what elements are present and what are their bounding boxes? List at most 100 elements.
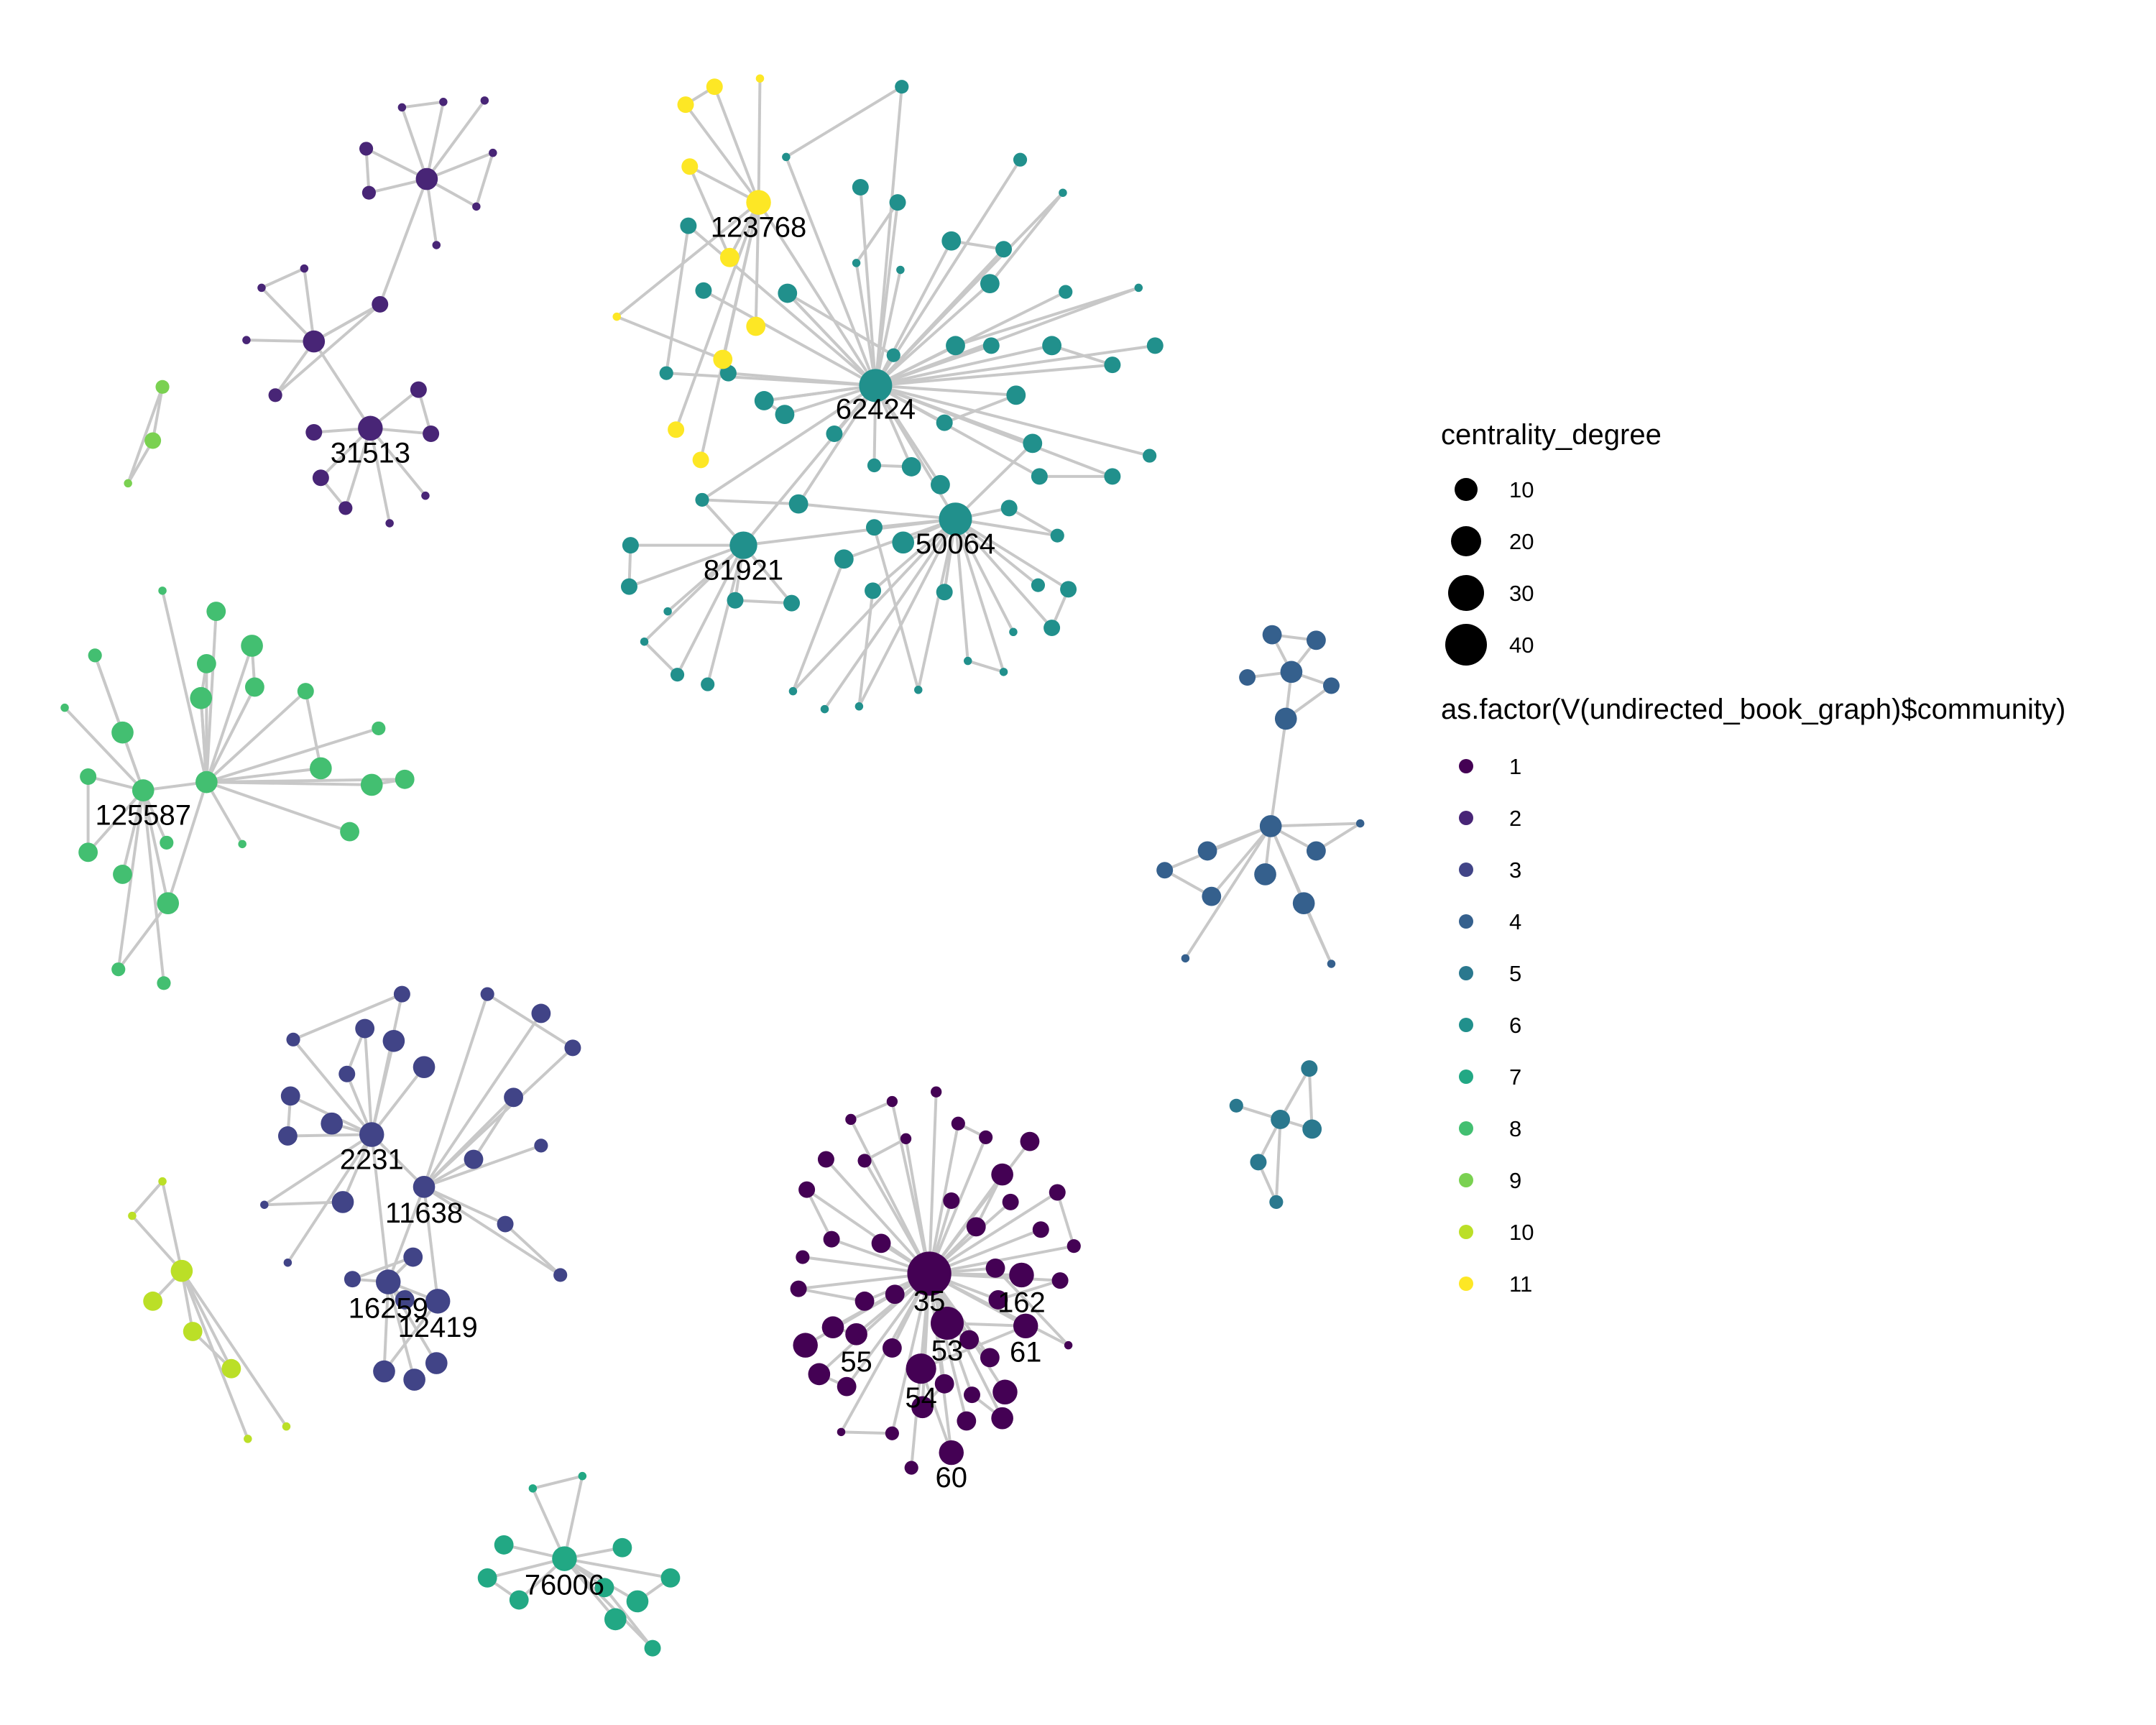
graph-edge — [928, 1273, 953, 1453]
graph-node — [375, 1269, 401, 1294]
graph-node — [612, 312, 621, 321]
graph-node — [305, 424, 323, 441]
graph-edge — [874, 191, 1064, 387]
graph-edge — [292, 1039, 373, 1136]
graph-edge — [955, 518, 1058, 538]
graph-node — [578, 1471, 587, 1481]
graph-node — [464, 1149, 484, 1169]
graph-node — [857, 1154, 872, 1168]
graph-edge — [757, 78, 762, 203]
graph-node — [865, 582, 882, 599]
graph-node — [1006, 385, 1026, 405]
graph-node — [914, 686, 923, 694]
graph-edge — [864, 1137, 907, 1162]
graph-node — [943, 1192, 960, 1209]
node-label: 16259 — [349, 1292, 428, 1324]
graph-node — [1050, 528, 1064, 543]
graph-node — [111, 721, 134, 744]
graph-node — [788, 494, 808, 514]
graph-edge — [121, 790, 145, 875]
graph-edge — [206, 766, 321, 784]
graph-node — [1306, 841, 1326, 861]
graph-edge — [151, 386, 165, 441]
color-legend-key — [1459, 966, 1473, 980]
graph-node — [373, 1360, 395, 1383]
graph-node — [190, 686, 213, 709]
graph-node — [746, 316, 766, 336]
graph-edge — [142, 790, 170, 904]
graph-node — [713, 349, 733, 369]
graph-node — [939, 1440, 964, 1466]
graph-node — [480, 96, 489, 105]
graph-edge — [785, 156, 877, 387]
graph-edge — [382, 1282, 390, 1372]
graph-node — [132, 779, 155, 801]
graph-node — [1023, 433, 1043, 454]
graph-edge — [988, 191, 1064, 285]
graph-node — [783, 594, 801, 612]
graph-edge — [423, 993, 489, 1187]
graph-edge — [472, 1096, 515, 1161]
graph-edge — [875, 344, 992, 387]
graph-edge — [706, 545, 745, 685]
graph-edge — [872, 518, 957, 592]
graph-node — [900, 1133, 912, 1144]
graph-edge — [260, 286, 315, 343]
graph-node — [425, 1289, 451, 1314]
graph-edge — [166, 781, 208, 904]
graph-node — [859, 369, 893, 402]
graph-edge — [1279, 1067, 1311, 1121]
graph-edge — [845, 1272, 931, 1388]
graph-edge — [531, 1488, 566, 1560]
graph-edge — [1056, 1192, 1076, 1247]
size-legend-key — [1445, 624, 1487, 666]
graph-node — [397, 103, 407, 112]
graph-edge — [351, 1256, 414, 1281]
graph-edge — [763, 384, 876, 402]
graph-node — [980, 1348, 1000, 1368]
graph-node — [385, 519, 394, 528]
color-legend-label: 3 — [1509, 857, 1521, 883]
color-legend-label: 4 — [1509, 909, 1521, 934]
graph-node — [60, 703, 69, 712]
graph-node — [358, 415, 383, 441]
graph-edge — [1184, 825, 1272, 960]
graph-edge — [954, 518, 1039, 586]
graph-node — [692, 451, 709, 469]
node-label: 60 — [935, 1462, 967, 1494]
graph-edge — [954, 442, 1034, 520]
graph-node — [157, 892, 180, 915]
graph-edge — [684, 104, 760, 203]
graph-node — [111, 962, 126, 977]
graph-edge — [757, 201, 877, 387]
graph-node — [1051, 1272, 1069, 1289]
graph-edge — [798, 1287, 865, 1303]
graph-edge — [425, 178, 438, 246]
graph-node — [1032, 1221, 1049, 1238]
graph-node — [78, 842, 98, 862]
graph-node — [338, 501, 353, 515]
graph-node — [871, 1233, 891, 1254]
graph-edge — [643, 640, 678, 676]
graph-node — [995, 241, 1013, 258]
graph-node — [659, 366, 673, 380]
graph-node — [889, 194, 906, 211]
graph-node — [1044, 620, 1061, 637]
graph-edge — [874, 270, 902, 386]
node-label: 54 — [905, 1382, 937, 1414]
size-legend-title: centrality_degree — [1441, 419, 1662, 451]
graph-node — [472, 202, 481, 211]
node-label: 162 — [998, 1287, 1046, 1319]
graph-edge — [563, 1476, 584, 1559]
graph-node — [820, 704, 829, 714]
graph-node — [124, 479, 132, 488]
graph-edge — [274, 340, 315, 396]
graph-node — [885, 1426, 899, 1440]
graph-node — [340, 822, 359, 842]
graph-edge — [791, 558, 846, 692]
graph-node — [395, 769, 415, 789]
graph-node — [1143, 448, 1157, 463]
graph-edge — [823, 518, 957, 710]
graph-edge — [205, 645, 254, 783]
color-legend-keys: 1 2 3 4 5 6 7 8 9 10 11 — [1459, 754, 1534, 1297]
